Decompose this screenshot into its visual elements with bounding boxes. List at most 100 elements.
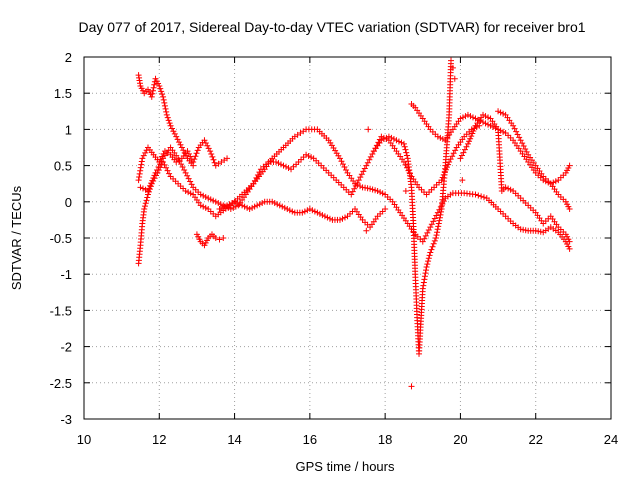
data-point [183,152,190,159]
data-point [144,187,151,194]
x-tick-label: 18 [378,432,392,447]
data-point [157,85,164,92]
data-point [308,154,315,161]
data-point [177,141,184,148]
data-point [208,151,215,158]
data-point [431,237,438,244]
data-point [485,121,492,128]
data-point [316,210,323,217]
data-point [140,152,147,159]
data-point [311,208,318,215]
x-tick-label: 10 [77,432,91,447]
data-point [207,196,214,203]
data-point [163,111,170,118]
data-point [566,206,573,213]
data-point [314,209,321,216]
data-points [135,57,573,390]
data-point [319,212,326,219]
data-point [497,109,504,116]
data-point [187,190,194,197]
data-point [194,147,201,154]
data-point [205,195,212,202]
data-point [469,114,476,121]
data-point [339,215,346,222]
data-point [321,213,328,220]
data-point [204,142,211,149]
data-point [209,153,216,160]
data-point [566,238,573,245]
data-point [285,165,292,172]
data-point [336,216,343,223]
data-point [566,245,573,252]
data-point [197,202,204,209]
y-tick-label: -2 [60,340,72,355]
data-point [232,203,239,210]
data-point [466,138,473,145]
y-tick-label: -1 [60,267,72,282]
data-point [462,113,469,120]
data-point [151,172,158,179]
data-point [141,203,148,210]
data-point [377,189,384,196]
data-point [161,99,168,106]
data-point [434,229,441,236]
x-tick-label: 22 [528,432,542,447]
data-point [229,200,236,207]
data-point [277,161,284,168]
data-point [439,136,446,143]
data-point [147,182,154,189]
data-point [281,204,288,211]
data-point [271,200,278,207]
data-point [369,186,376,193]
data-point [324,214,331,221]
y-axis-label: SDTVAR / TECUs [9,185,24,290]
data-point [279,203,286,210]
plot-frame [83,56,612,420]
data-point [231,198,238,205]
data-point [566,162,573,169]
data-point [487,122,494,129]
y-tick-label: 1.5 [54,86,72,101]
data-point [477,117,484,124]
data-point [181,149,188,156]
data-point [309,207,316,214]
data-point [158,88,165,95]
data-point [254,202,261,209]
data-point [478,193,485,200]
data-point [226,201,233,208]
data-point [435,220,442,227]
data-point [432,235,439,241]
data-point [197,191,204,198]
data-point [468,133,475,140]
data-point [272,158,279,165]
data-point [193,150,200,157]
data-point [451,75,458,82]
data-point [137,164,144,171]
data-point [374,187,381,194]
data-point [139,185,146,192]
data-point [434,133,441,140]
data-point [420,279,427,286]
data-point [550,179,557,186]
data-point [464,111,471,118]
data-point [207,148,214,155]
data-point [149,90,156,97]
data-point [173,133,180,140]
data-point [439,174,446,181]
data-point [211,159,218,166]
y-tick-label: -3 [60,412,72,427]
data-point [191,156,198,163]
data-point [137,184,144,191]
data-point [234,200,241,207]
y-tick-label: 0 [65,195,72,210]
grid-lines [84,57,611,419]
data-point [436,214,443,221]
data-point [372,187,379,194]
data-point [200,192,207,199]
data-point [301,208,308,215]
data-point [464,140,471,147]
data-point [495,108,502,115]
data-point [393,137,400,144]
data-point [425,258,432,265]
data-point [395,138,402,145]
